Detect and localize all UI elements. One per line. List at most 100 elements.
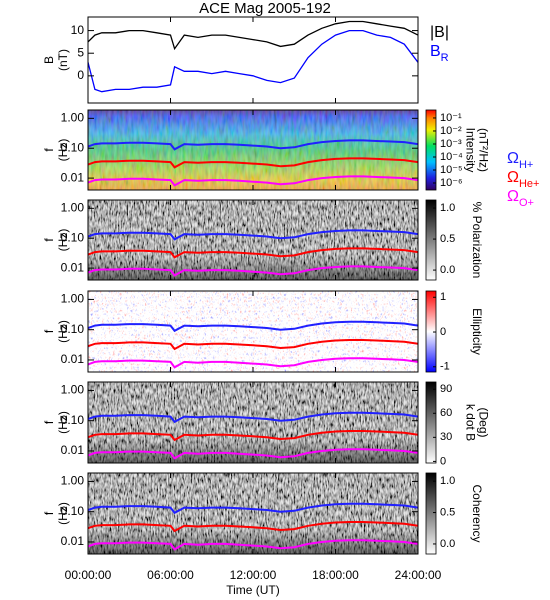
y-tick-label: 0.10: [61, 230, 85, 244]
gyrofrequency-line: [88, 521, 418, 533]
y-tick-label: 0.10: [61, 140, 85, 154]
gyrofrequency-line: [88, 247, 418, 259]
gyrofrequency-line: [88, 175, 418, 187]
y-axis-label: f: [42, 329, 56, 333]
gyrofrequency-line: [88, 411, 418, 424]
y-tick-label: 1.00: [61, 111, 85, 125]
y-tick-label: 1.00: [61, 201, 85, 215]
panel: [88, 291, 418, 372]
series-line: [88, 29, 418, 93]
legend-name: Ω: [507, 188, 519, 205]
y-axis-label: (nT): [56, 49, 70, 71]
gyrofrequency-line: [88, 502, 418, 515]
colorbar-tick-label: 60: [440, 407, 452, 419]
y-axis-label: (Hz): [56, 411, 70, 434]
colorbar-label: % Polarization: [470, 202, 484, 279]
colorbar-tick-label: 10⁻⁶: [440, 177, 463, 189]
panel: [88, 200, 418, 280]
panel: [88, 110, 418, 190]
gyrofrequency-line: [88, 430, 418, 442]
legend-sub: H+: [519, 159, 533, 171]
panel: [88, 382, 418, 463]
colorbar: [425, 472, 437, 555]
colorbar: [425, 381, 437, 464]
gyrofrequency-line: [88, 448, 418, 460]
y-tick-label: 0.01: [61, 534, 85, 548]
colorbar-tick-label: 0.5: [440, 506, 455, 518]
chart-title: ACE Mag 2005-192: [199, 0, 331, 17]
colorbar-label: (Deg): [476, 407, 490, 437]
y-tick-label: 0.01: [61, 170, 85, 184]
colorbar-label: (nT²/Hz): [476, 128, 490, 172]
legend-entry: |B|: [430, 24, 449, 41]
y-axis-label: (Hz): [56, 502, 70, 525]
colorbar-tick-label: 1.0: [440, 202, 455, 214]
legend-name: |B|: [430, 24, 449, 41]
legend-sub: He+: [519, 178, 540, 190]
legend-entry: ΩH+: [507, 150, 533, 171]
y-tick-label: 0.01: [61, 443, 85, 457]
y-axis-label: (Hz): [56, 139, 70, 162]
gyrofrequency-line: [88, 139, 418, 151]
y-axis-label: f: [42, 238, 56, 242]
y-axis-label: f: [42, 148, 56, 152]
y-axis-label: B: [42, 56, 56, 64]
legend-name: Ω: [507, 169, 519, 186]
y-tick-label: 1.00: [61, 383, 85, 397]
y-tick-label: 0.10: [61, 504, 85, 518]
legend-name: Ω: [507, 150, 519, 167]
colorbar-label: Ellipticity: [470, 308, 484, 355]
y-tick-label: 0.01: [61, 352, 85, 366]
colorbar-tick-label: 90: [440, 383, 452, 395]
colorbar-tick-label: 0: [440, 455, 446, 467]
gyrofrequency-line: [88, 357, 418, 369]
y-tick-label: 0.01: [61, 260, 85, 274]
gyrofrequency-line: [88, 339, 418, 351]
colorbar-label: k dot B: [463, 404, 477, 441]
colorbar-label: Intensity: [463, 128, 477, 173]
y-tick-label: 1.00: [61, 292, 85, 306]
x-tick-label: 18:00:00: [312, 568, 359, 582]
legend-entry: ΩHe+: [507, 169, 539, 190]
x-tick-label: 12:00:00: [230, 568, 277, 582]
y-axis-label: f: [42, 511, 56, 515]
colorbar-tick-label: 30: [440, 431, 452, 443]
x-tick-label: 24:00:00: [395, 568, 442, 582]
gyrofrequency-line: [88, 157, 418, 169]
colorbar-tick-label: 0.5: [440, 233, 455, 245]
colorbar: [425, 290, 437, 373]
colorbar-tick-label: -1: [440, 361, 450, 373]
legend-entry: BR: [430, 43, 449, 64]
series-line: [88, 20, 418, 51]
gyrofrequency-line: [88, 229, 418, 241]
y-tick-label: 10: [71, 23, 85, 37]
gyrofrequency-line: [88, 265, 418, 277]
panel-frame: [87, 16, 419, 104]
x-tick-label: 00:00:00: [65, 568, 112, 582]
colorbar-tick-label: 0.0: [440, 264, 455, 276]
y-tick-label: 5: [77, 45, 84, 59]
x-tick-label: 06:00:00: [147, 568, 194, 582]
legend-entry: ΩO+: [507, 188, 534, 209]
y-tick-label: 0: [77, 68, 84, 82]
y-axis-label: (Hz): [56, 320, 70, 343]
colorbar-tick-label: 1.0: [440, 475, 455, 487]
colorbar-tick-label: 10⁻²: [440, 125, 462, 137]
y-tick-label: 0.10: [61, 322, 85, 336]
y-tick-label: 1.00: [61, 474, 85, 488]
legend-sub: O+: [519, 197, 534, 209]
colorbar-tick-label: 10⁻⁴: [440, 151, 463, 163]
colorbar-label: Coherency: [470, 484, 484, 542]
colorbar: [425, 109, 437, 191]
panel: [88, 20, 418, 93]
gyrofrequency-line: [88, 320, 418, 333]
colorbar-tick-label: 1: [440, 291, 446, 303]
panel: [88, 473, 418, 554]
gyrofrequency-line: [88, 539, 418, 551]
legend-sub: R: [441, 52, 449, 64]
colorbar-tick-label: 0: [440, 326, 446, 338]
colorbar-tick-label: 0.0: [440, 538, 455, 550]
x-axis-label: Time (UT): [226, 583, 280, 597]
colorbar-tick-label: 10⁻³: [440, 138, 462, 150]
